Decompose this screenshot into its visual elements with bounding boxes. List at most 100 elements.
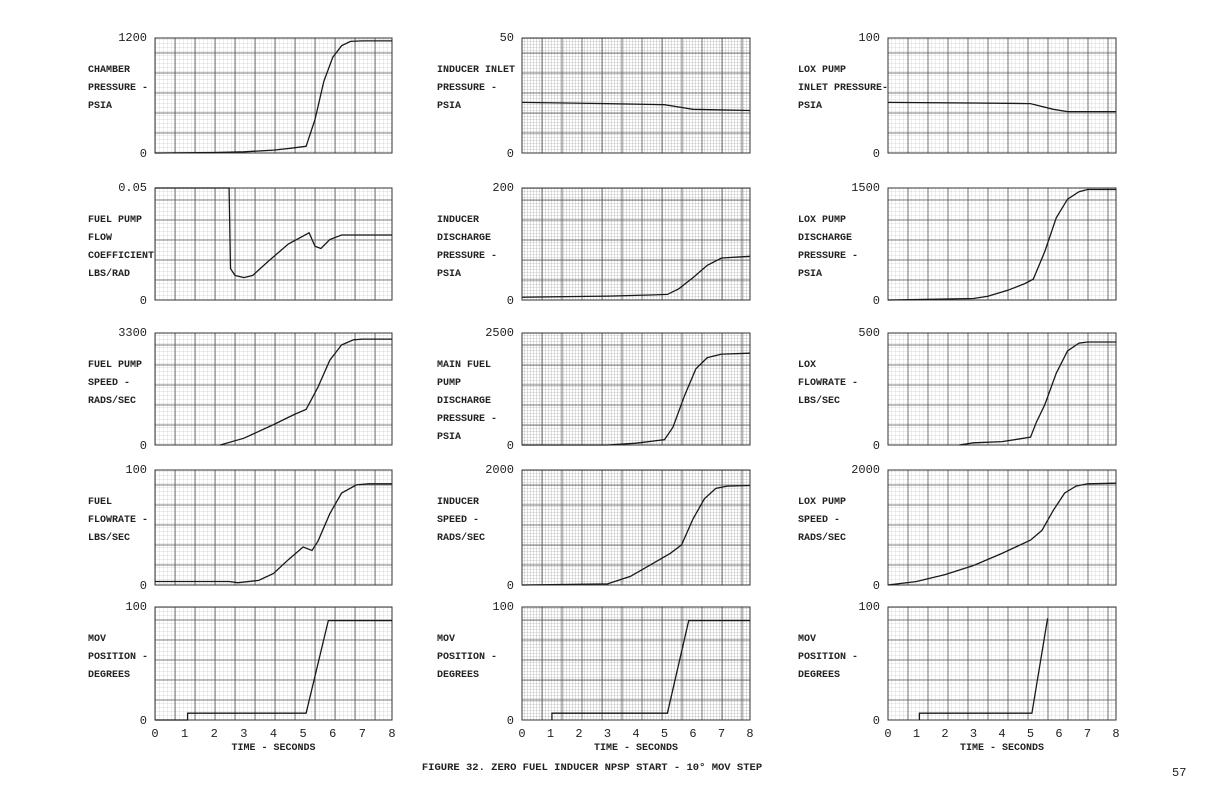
series-line (155, 187, 392, 279)
x-tick-label: 4 (998, 727, 1005, 741)
series-line (521, 255, 751, 298)
plot-frame (887, 469, 1117, 586)
y-tick-label: 0 (140, 579, 147, 593)
plot-frame (521, 332, 751, 446)
y-axis-label: PRESSURE - (88, 83, 148, 94)
plot-frame (521, 187, 751, 301)
x-tick-label: 0 (151, 727, 158, 741)
x-tick-label: 1 (181, 727, 188, 741)
chart-panel: 0 50 INDUCER INLET PRESSURE - PSIA (437, 31, 751, 161)
grid-minor (155, 188, 392, 300)
x-tick-label: 5 (300, 727, 307, 741)
x-tick-label: 8 (746, 727, 753, 741)
y-tick-label: 0 (507, 294, 514, 308)
chart-panel: 0 200 INDUCER DISCHARGE PRESSURE - PSIA (437, 181, 751, 308)
y-tick-label: 0 (140, 439, 147, 453)
y-tick-label: 3300 (118, 326, 147, 340)
series-line (959, 341, 1116, 446)
series-line (154, 40, 392, 154)
y-axis-label: FUEL (88, 497, 112, 508)
y-tick-label: 2000 (485, 463, 514, 477)
series-line (155, 483, 392, 584)
grid-minor (155, 470, 392, 585)
y-tick-label: 100 (858, 600, 880, 614)
series-line (220, 338, 392, 446)
y-axis-label: FLOWRATE - (88, 515, 148, 526)
y-axis-label: SPEED - (88, 378, 130, 389)
y-axis-label: PRESSURE - (798, 251, 858, 262)
y-tick-label: 0 (873, 294, 880, 308)
x-tick-label: 6 (689, 727, 696, 741)
y-axis-label: RADS/SEC (798, 532, 846, 544)
y-tick-label: 0 (140, 714, 147, 728)
grid-minor (888, 333, 1116, 445)
figure-caption: FIGURE 32. ZERO FUEL INDUCER NPSP START … (422, 762, 762, 774)
chart-panel: 0 100 FUEL FLOWRATE - LBS/SEC (88, 463, 393, 593)
plot-frame (887, 37, 1117, 154)
grid-minor (522, 38, 750, 153)
grid-minor (155, 333, 392, 445)
y-tick-label: 0 (873, 147, 880, 161)
y-axis-label: FLOW (88, 233, 112, 244)
chart-panel: 0 3300 FUEL PUMP SPEED - RADS/SEC (88, 326, 393, 453)
grid-minor (522, 333, 750, 445)
chart-panel: 0 1200 CHAMBER PRESSURE - PSIA (88, 31, 393, 161)
y-axis-label: PRESSURE - (437, 83, 497, 94)
series-line (887, 188, 1116, 301)
series-line (887, 101, 1116, 113)
series-line (887, 482, 1117, 586)
y-axis-label: LBS/RAD (88, 268, 130, 280)
chart-panel: 0 1500 LOX PUMP DISCHARGE PRESSURE - PSIA (798, 181, 1117, 308)
grid-minor (155, 38, 392, 153)
y-axis-label: COEFFICIENT (88, 251, 154, 262)
page-number: 57 (1172, 766, 1186, 780)
grid-minor (888, 188, 1116, 300)
plot-frame (521, 37, 751, 154)
y-axis-label: POSITION - (88, 652, 148, 663)
y-axis-label: DISCHARGE (437, 396, 491, 407)
y-tick-label: 2500 (485, 326, 514, 340)
chart-panel: 0 2500 MAIN FUEL PUMP DISCHARGE PRESSURE - PSI… (437, 326, 751, 453)
y-tick-label: 0 (140, 147, 147, 161)
y-axis-label: FLOWRATE - (798, 378, 858, 389)
y-axis-label: LBS/SEC (88, 532, 130, 544)
y-tick-label: 2000 (851, 463, 880, 477)
y-tick-label: 1200 (118, 31, 147, 45)
plot-frame (154, 187, 393, 301)
y-axis-label: PSIA (437, 269, 461, 280)
chart-panel: 0 100 MOV POSITION - DEGREES 0 1 2 3 4 5 6 7 8 TIME - … (798, 600, 1120, 754)
y-tick-label: 100 (492, 600, 514, 614)
y-tick-label: 0 (873, 714, 880, 728)
x-tick-label: 7 (1084, 727, 1091, 741)
y-tick-label: 0 (873, 579, 880, 593)
series-line (918, 618, 1049, 720)
y-axis-label: DEGREES (437, 670, 479, 681)
y-axis-label: LOX PUMP (798, 65, 846, 76)
x-tick-label: 3 (970, 727, 977, 741)
series-line (522, 352, 751, 446)
y-axis-label: PSIA (798, 101, 822, 112)
y-axis-label: RADS/SEC (437, 532, 485, 544)
chart-panel: 0 0.05 FUEL PUMP FLOW COEFFICIENT LBS/RAD (88, 181, 393, 308)
x-tick-label: 0 (518, 727, 525, 741)
y-axis-label: PSIA (798, 269, 822, 280)
x-tick-label: 8 (1112, 727, 1119, 741)
plot-frame (154, 469, 393, 586)
x-tick-label: 6 (1055, 727, 1062, 741)
plot-frame (521, 606, 751, 721)
y-axis-label: MOV (437, 634, 455, 645)
y-axis-label: PSIA (437, 101, 461, 112)
y-axis-label: FUEL PUMP (88, 215, 142, 226)
y-tick-label: 100 (125, 463, 147, 477)
x-tick-label: 8 (388, 727, 395, 741)
chart-panel: 0 500 LOX FLOWRATE - LBS/SEC (798, 326, 1117, 453)
x-tick-label: 2 (575, 727, 582, 741)
grid-minor (888, 38, 1116, 153)
plot-frame (154, 37, 393, 154)
y-axis-label: LOX PUMP (798, 497, 846, 508)
series-line (551, 619, 750, 720)
y-axis-label: LOX PUMP (798, 215, 846, 226)
y-axis-label: SPEED - (437, 515, 479, 526)
y-tick-label: 500 (858, 326, 880, 340)
plot-frame (887, 332, 1117, 446)
